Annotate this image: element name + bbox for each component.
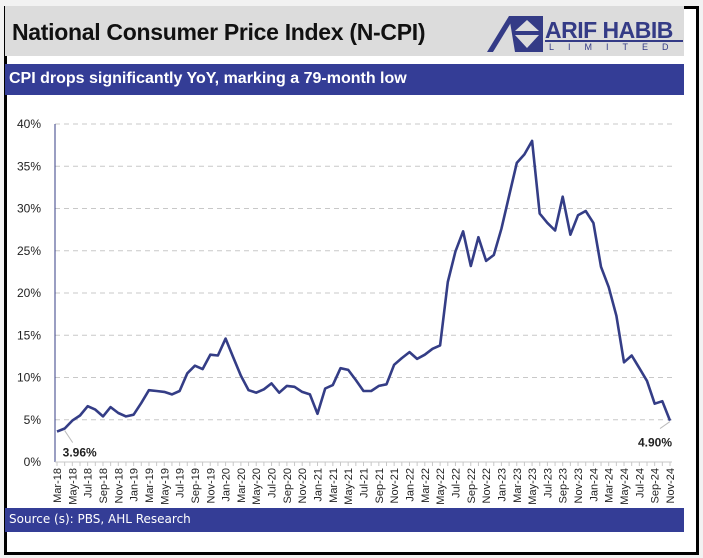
- logo-text: ARIF HABIB: [545, 17, 673, 43]
- annotation-label: 3.96%: [63, 446, 97, 460]
- x-tick-label: Mar-23: [512, 468, 524, 503]
- x-tick-label: Sep-19: [190, 468, 202, 503]
- source-text: Source (s): PBS, AHL Research: [9, 512, 191, 526]
- x-tick-label: Jan-24: [588, 468, 600, 502]
- x-tick-label: Jan-22: [404, 468, 416, 502]
- x-tick-label: Jul-20: [267, 468, 279, 498]
- x-tick-label: Jul-18: [83, 468, 95, 498]
- x-tick-label: Sep-18: [98, 468, 110, 503]
- y-tick-label: 25%: [17, 244, 41, 258]
- x-tick-label: Jan-21: [313, 468, 325, 502]
- x-tick-label: Nov-23: [573, 468, 585, 503]
- x-tick-label: Mar-24: [604, 468, 616, 503]
- y-tick-label: 0%: [24, 455, 42, 469]
- x-tick-label: Sep-21: [374, 468, 386, 503]
- x-tick-label: Mar-19: [144, 468, 156, 503]
- x-tick-label: Sep-23: [558, 468, 570, 503]
- x-tick-label: May-21: [343, 468, 355, 505]
- subtitle-text: CPI drops significantly YoY, marking a 7…: [9, 70, 407, 87]
- y-tick-label: 40%: [17, 117, 41, 131]
- x-tick-label: May-24: [619, 468, 631, 505]
- annotation-label: 4.90%: [638, 436, 672, 450]
- chart-frame: [4, 6, 699, 555]
- x-tick-label: Sep-24: [650, 468, 662, 503]
- y-tick-label: 15%: [17, 328, 41, 342]
- y-tick-label: 5%: [24, 413, 42, 427]
- x-tick-label: Jan-19: [129, 468, 141, 502]
- x-tick-label: Jul-23: [542, 468, 554, 498]
- x-tick-label: Nov-18: [113, 468, 125, 503]
- x-tick-label: Mar-20: [236, 468, 248, 503]
- x-tick-label: Sep-22: [466, 468, 478, 503]
- x-tick-label: Jan-20: [221, 468, 233, 502]
- y-tick-label: 20%: [17, 286, 41, 300]
- x-tick-label: Mar-21: [328, 468, 340, 503]
- brand-logo: ARIF HABIB LIMITED: [487, 16, 683, 52]
- x-tick-label: May-22: [435, 468, 447, 505]
- x-tick-label: Nov-19: [205, 468, 217, 503]
- source-footer: Source (s): PBS, AHL Research: [5, 508, 684, 532]
- line-chart: 0% 5% 10% 15% 20% 25% 30% 35% 40% Mar-18 May-18 Jul…: [17, 117, 677, 505]
- x-tick-label: Mar-22: [420, 468, 432, 503]
- logo-underline: [545, 40, 683, 42]
- y-tick-label: 10%: [17, 371, 41, 385]
- x-tick-label: May-23: [527, 468, 539, 505]
- annotation-leader: [659, 421, 671, 430]
- cpi-series-line: [56, 139, 672, 433]
- logo-mark-icon: [487, 16, 543, 52]
- x-tick-label: Jul-21: [359, 468, 371, 498]
- header-bar: National Consumer Price Index (N-CPI) AR…: [5, 6, 684, 56]
- x-tick-label: May-18: [67, 468, 79, 505]
- x-tick-label: May-20: [251, 468, 263, 505]
- x-tick-label: Nov-22: [481, 468, 493, 503]
- subtitle-banner: CPI drops significantly YoY, marking a 7…: [5, 64, 684, 95]
- x-tick-label: May-19: [159, 468, 171, 505]
- y-tick-label: 30%: [17, 202, 41, 216]
- x-tick-label: Nov-24: [665, 468, 677, 503]
- x-tick-label: Jul-22: [450, 468, 462, 498]
- y-tick-label: 35%: [17, 159, 41, 173]
- x-tick-label: Nov-21: [389, 468, 401, 503]
- x-tick-label: Jul-24: [634, 468, 646, 498]
- page-title: National Consumer Price Index (N-CPI): [12, 19, 426, 45]
- x-tick-label: Jan-23: [496, 468, 508, 502]
- x-tick-label: Mar-18: [52, 468, 64, 503]
- x-tick-label: Sep-20: [282, 468, 294, 503]
- logo-subtext: LIMITED: [549, 42, 683, 52]
- annotation-leader: [64, 430, 74, 443]
- x-tick-label: Nov-20: [297, 468, 309, 503]
- x-tick-label: Jul-19: [175, 468, 187, 498]
